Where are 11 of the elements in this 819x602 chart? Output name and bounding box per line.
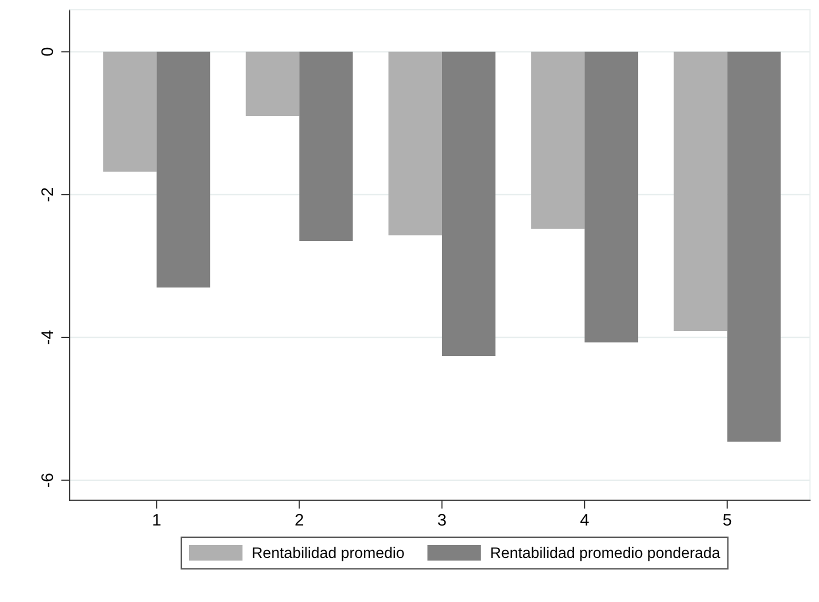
legend-label: Rentabilidad promedio [252,546,404,562]
legend-label: Rentabilidad promedio ponderada [491,546,720,562]
x-tick-label: 4 [580,514,589,526]
y-tick-label: -4 [41,330,53,344]
x-tick-label: 3 [438,514,446,526]
x-tick-label: 5 [723,514,732,526]
y-tick-label: 0 [41,48,54,56]
y-tick-label: -6 [41,474,54,487]
x-tick-label: 2 [295,514,304,526]
x-tick-label: 1 [153,514,160,526]
y-tick-label: -2 [41,188,53,202]
